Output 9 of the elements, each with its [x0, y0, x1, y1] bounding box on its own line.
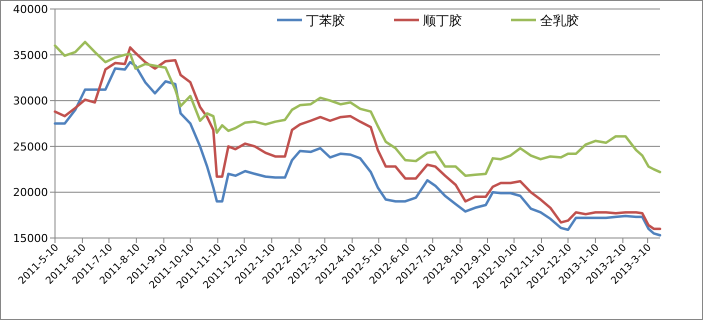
- legend-label: 顺丁胶: [423, 14, 462, 29]
- y-tick-label: 15000: [13, 232, 48, 245]
- y-tick-label: 35000: [13, 48, 48, 62]
- y-tick-label: 20000: [13, 186, 48, 200]
- y-tick-label: 30000: [13, 94, 48, 108]
- legend-label: 丁苯胶: [306, 14, 345, 29]
- y-tick-label: 25000: [13, 140, 48, 154]
- y-tick-label: 40000: [13, 3, 48, 16]
- legend-label: 全乳胶: [540, 14, 579, 29]
